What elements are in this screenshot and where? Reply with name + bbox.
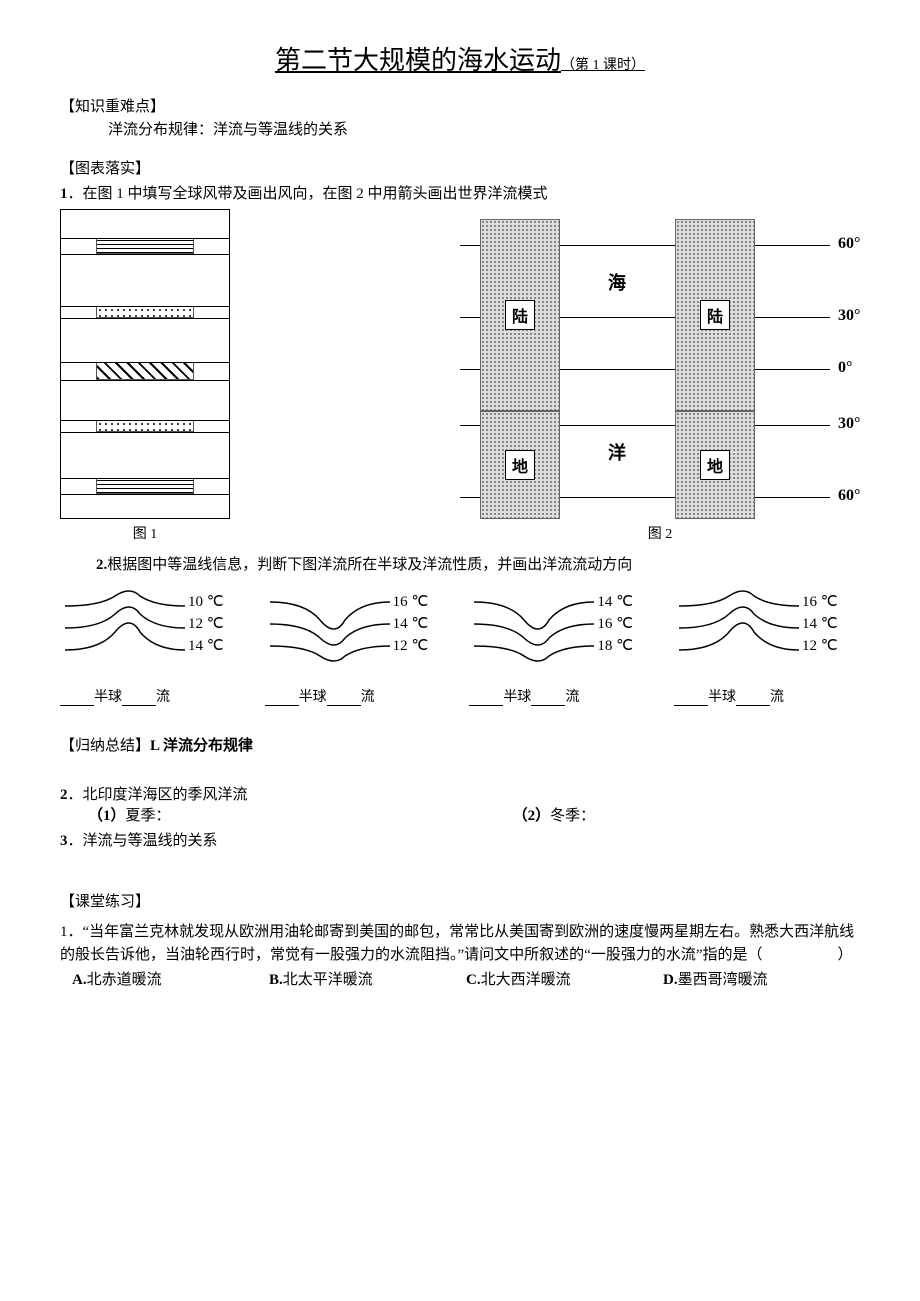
fig2-land-label: 陆 xyxy=(505,300,535,330)
isotherm-temp-label: 16 ℃ xyxy=(393,592,429,611)
title-main: 第二节大规模的海水运动 xyxy=(275,46,561,75)
fig2-degree-label: 30° xyxy=(838,415,860,433)
isotherm-panel: 10 ℃ 12 ℃ 14 ℃ 半球流 xyxy=(60,586,246,706)
question-option: D.墨西哥湾暖流 xyxy=(663,968,860,989)
fig1-line xyxy=(61,494,229,495)
isotherm-temp-label: 14 ℃ xyxy=(802,614,838,633)
fig2-degree-label: 30° xyxy=(838,307,860,325)
section-knowledge-head: 【知识重难点】 xyxy=(60,95,860,116)
fig1-line xyxy=(61,306,229,307)
isotherm-row: 10 ℃ 12 ℃ 14 ℃ 半球流 16 ℃ 14 ℃ 12 ℃ 半球流 14 ℃ 16 ℃ 18… xyxy=(60,586,860,706)
isotherm-temp-label: 10 ℃ xyxy=(188,592,224,611)
isotherm-temp-label: 16 ℃ xyxy=(597,614,633,633)
question-option: C.北大西洋暖流 xyxy=(466,968,663,989)
item-1-dot: ． xyxy=(68,186,83,202)
item-a-sub-2: （2）冬季： xyxy=(513,804,860,825)
item-a-text: 北印度洋海区的季风洋流 xyxy=(83,787,248,803)
item-1-text: 在图 1 中填写全球风带及画出风向，在图 2 中用箭头画出世界洋流模式 xyxy=(83,186,548,202)
figure-2-caption: 图 2 xyxy=(460,523,860,543)
isotherm-panel: 14 ℃ 16 ℃ 18 ℃ 半球流 xyxy=(469,586,655,706)
fig2-land-label: 地 xyxy=(700,450,730,480)
fig1-line xyxy=(61,478,229,479)
figure-1 xyxy=(60,209,230,519)
fig1-line xyxy=(61,238,229,239)
item-a-num: 2 xyxy=(60,787,68,803)
section-practice-head: 【课堂练习】 xyxy=(60,890,860,911)
fig1-line xyxy=(61,318,229,319)
fig1-band xyxy=(96,362,194,380)
fig1-line xyxy=(61,432,229,433)
item-2-prefix: 2. xyxy=(96,557,107,573)
item-b-num: 3 xyxy=(60,833,68,849)
isotherm-blanks: 半球流 xyxy=(265,686,375,706)
section-summary-head: 【归纳总结】 xyxy=(60,738,150,754)
fig2-degree-label: 0° xyxy=(838,359,852,377)
isotherm-temp-label: 12 ℃ xyxy=(802,636,838,655)
figure-2-block: 60° 30° 0° 30° 60° 陆 陆地 地 海洋 图 2 xyxy=(460,209,860,543)
fig2-degree-label: 60° xyxy=(838,235,860,253)
fig2-land-label: 陆 xyxy=(700,300,730,330)
item-a: 2．北印度洋海区的季风洋流 xyxy=(60,783,860,804)
isotherm-blanks: 半球流 xyxy=(469,686,579,706)
fig1-line xyxy=(61,380,229,381)
item-a-sub: （1）夏季： （2）冬季： xyxy=(60,804,860,825)
section-summary: 【归纳总结】L 洋流分布规律 xyxy=(60,734,860,755)
fig1-band xyxy=(96,238,194,254)
fig2-land-label: 地 xyxy=(505,450,535,480)
item-a-sub-1: （1）夏季： xyxy=(88,804,513,825)
fig2-sea-label: 海 xyxy=(608,269,626,295)
isotherm-panel: 16 ℃ 14 ℃ 12 ℃ 半球流 xyxy=(674,586,860,706)
fig1-line xyxy=(61,362,229,363)
fig1-line xyxy=(61,254,229,255)
fig2-land: 陆 xyxy=(675,219,755,411)
page-title: 第二节大规模的海水运动（第 1 课时） xyxy=(60,40,860,77)
figure-2: 60° 30° 0° 30° 60° 陆 陆地 地 海洋 xyxy=(460,209,860,519)
isotherm-temp-label: 16 ℃ xyxy=(802,592,838,611)
isotherm-blanks: 半球流 xyxy=(60,686,170,706)
figure-1-block: 图 1 xyxy=(60,209,230,543)
section-summary-tail: L 洋流分布规律 xyxy=(150,738,253,754)
isotherm-temp-label: 14 ℃ xyxy=(393,614,429,633)
question-option: B.北太平洋暖流 xyxy=(269,968,466,989)
fig1-band xyxy=(96,478,194,494)
fig2-sea-label: 洋 xyxy=(608,439,626,465)
fig1-line xyxy=(61,420,229,421)
question-1-num: 1． xyxy=(60,924,83,940)
figure-1-caption: 图 1 xyxy=(60,523,230,543)
fig2-degree-label: 60° xyxy=(838,487,860,505)
question-1-body: “当年富兰克林就发现从欧洲用油轮邮寄到美国的邮包，常常比从美国寄到欧洲的速度慢两… xyxy=(60,924,854,963)
section-knowledge-body: 洋流分布规律：洋流与等温线的关系 xyxy=(60,118,860,139)
isotherm-temp-label: 12 ℃ xyxy=(188,614,224,633)
item-2: 2.根据图中等温线信息，判断下图洋流所在半球及洋流性质，并画出洋流流动方向 xyxy=(60,553,860,574)
question-option: A.北赤道暖流 xyxy=(72,968,269,989)
isotherm-temp-label: 14 ℃ xyxy=(597,592,633,611)
figures-row: 图 1 60° 30° 0° 30° 60° 陆 陆地 地 海洋 图 2 xyxy=(60,209,860,543)
item-1: 1．在图 1 中填写全球风带及画出风向，在图 2 中用箭头画出世界洋流模式 xyxy=(60,182,860,203)
item-b-text: 洋流与等温线的关系 xyxy=(83,833,218,849)
fig1-band xyxy=(96,420,194,432)
isotherm-temp-label: 12 ℃ xyxy=(393,636,429,655)
fig2-land: 陆 xyxy=(480,219,560,411)
fig2-land: 地 xyxy=(480,411,560,519)
isotherm-temp-label: 14 ℃ xyxy=(188,636,224,655)
item-1-num: 1 xyxy=(60,186,68,202)
item-a-dot: ． xyxy=(68,787,83,803)
item-b-dot: ． xyxy=(68,833,83,849)
question-1: 1．“当年富兰克林就发现从欧洲用油轮邮寄到美国的邮包，常常比从美国寄到欧洲的速度… xyxy=(60,921,860,966)
isotherm-panel: 16 ℃ 14 ℃ 12 ℃ 半球流 xyxy=(265,586,451,706)
question-1-options: A.北赤道暖流B.北太平洋暖流C.北大西洋暖流D.墨西哥湾暖流 xyxy=(60,968,860,989)
item-2-text: 根据图中等温线信息，判断下图洋流所在半球及洋流性质，并画出洋流流动方向 xyxy=(107,557,632,573)
section-diagram-head: 【图表落实】 xyxy=(60,157,860,178)
fig2-land: 地 xyxy=(675,411,755,519)
item-b: 3．洋流与等温线的关系 xyxy=(60,829,860,850)
isotherm-blanks: 半球流 xyxy=(674,686,784,706)
title-sub: （第 1 课时） xyxy=(561,58,645,73)
fig1-band xyxy=(96,306,194,318)
isotherm-temp-label: 18 ℃ xyxy=(597,636,633,655)
